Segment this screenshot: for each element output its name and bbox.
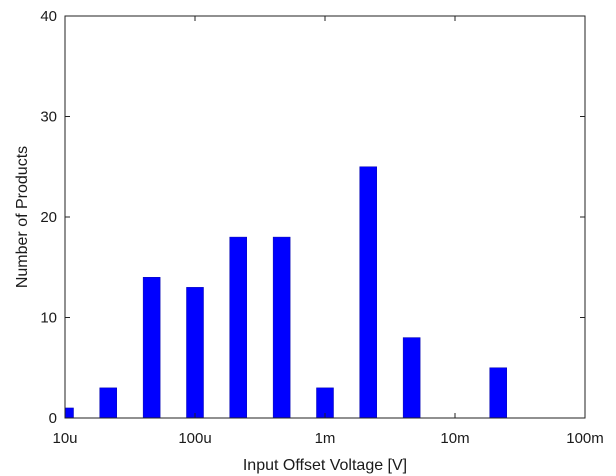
x-tick-label: 100m <box>566 430 604 447</box>
y-tick-label: 10 <box>40 310 57 327</box>
x-tick-label: 1m <box>315 430 336 447</box>
bar <box>359 166 377 419</box>
bar <box>402 337 421 419</box>
plot-frame <box>64 15 586 419</box>
x-tick-label: 10u <box>52 430 77 447</box>
y-axis-title: Number of Products <box>14 146 31 288</box>
bar <box>489 367 507 419</box>
bars-group <box>64 166 507 419</box>
bar <box>229 236 247 419</box>
bar <box>186 287 204 419</box>
bar <box>142 277 161 419</box>
y-tick-label: 0 <box>49 410 57 427</box>
bar <box>64 407 74 419</box>
y-tick-label: 40 <box>40 8 57 25</box>
bar <box>272 236 291 419</box>
y-tick-label: 30 <box>40 109 57 126</box>
y-tick-label: 20 <box>40 209 57 226</box>
bar <box>99 387 117 419</box>
x-tick-label: 100u <box>178 430 211 447</box>
x-tick-label: 10m <box>440 430 469 447</box>
x-axis-title: Input Offset Voltage [V] <box>243 457 407 474</box>
tick-labels-group: 10u 100u 1m 10m 100m 0 10 20 30 40 <box>40 8 603 447</box>
